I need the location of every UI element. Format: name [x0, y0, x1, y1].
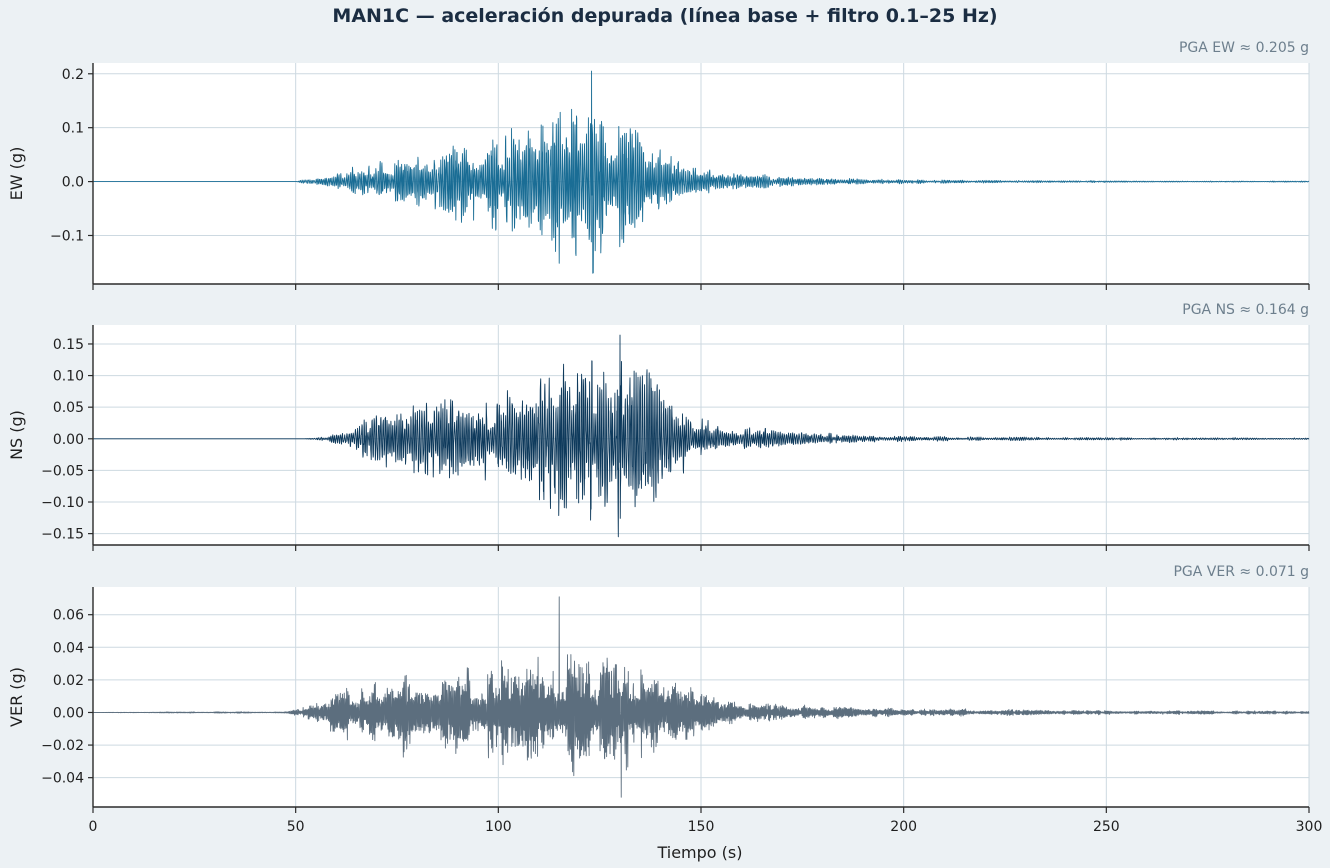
y-tick-label: 0.00 [53, 705, 84, 721]
y-tick-label: 0.02 [53, 673, 84, 689]
series-line-ns [92, 334, 1310, 538]
y-tick-label: −0.05 [41, 463, 84, 479]
y-tick-label: 0.05 [53, 400, 84, 416]
series-line-ver [92, 596, 1310, 798]
panel-ew: 0.2 0.1 0.0 −0.1 EW (g) PGA EW ≈ 0.205 g [7, 40, 1310, 290]
y-tick-label: 0.2 [62, 67, 84, 83]
y-axis-label-ew: EW (g) [7, 147, 26, 201]
x-tick-label: 0 [89, 819, 98, 835]
y-tick-label: 0.10 [53, 369, 84, 385]
y-axis-label-ver: VER (g) [7, 667, 26, 727]
y-tick-label: 0.00 [53, 432, 84, 448]
pga-annotation-ew: PGA EW ≈ 0.205 g [1179, 40, 1309, 56]
y-tick-label: −0.10 [41, 495, 84, 511]
x-axis-label: Tiempo (s) [656, 843, 742, 862]
pga-annotation-ns: PGA NS ≈ 0.164 g [1182, 302, 1309, 318]
y-tick-label: 0.0 [62, 175, 84, 191]
panel-ns: 0.15 0.10 0.05 0.00 −0.05 −0.10 −0.15 NS (g) PGA… [7, 302, 1310, 551]
x-tick-label: 300 [1296, 819, 1323, 835]
y-tick-label: 0.06 [53, 608, 84, 624]
x-tick-label: 250 [1093, 819, 1120, 835]
y-tick-label: −0.1 [50, 228, 84, 244]
y-tick-label: 0.04 [53, 640, 84, 656]
chart-title: MAN1C — aceleración depurada (línea base… [332, 5, 997, 27]
x-tick-label: 200 [890, 819, 917, 835]
y-tick-label: 0.1 [62, 121, 84, 137]
series-line-ew [92, 70, 1310, 274]
y-tick-label: −0.15 [41, 527, 84, 543]
x-tick-label: 100 [485, 819, 512, 835]
panels-group: 0.20.10.0−0.1EW (g)PGA EW ≈ 0.205 g0.150… [7, 40, 1322, 835]
pga-annotation-ver: PGA VER ≈ 0.071 g [1173, 564, 1309, 580]
x-tick-label: 50 [287, 819, 305, 835]
y-tick-label: −0.02 [41, 738, 84, 754]
y-axis-label-ns: NS (g) [7, 410, 26, 460]
x-tick-label: 150 [688, 819, 715, 835]
y-tick-label: −0.04 [41, 771, 84, 787]
y-tick-label: 0.15 [53, 337, 84, 353]
panel-ver: 0.06 0.04 0.02 0.00 −0.02 −0.04 0 50 100 150 200 25… [7, 564, 1322, 835]
